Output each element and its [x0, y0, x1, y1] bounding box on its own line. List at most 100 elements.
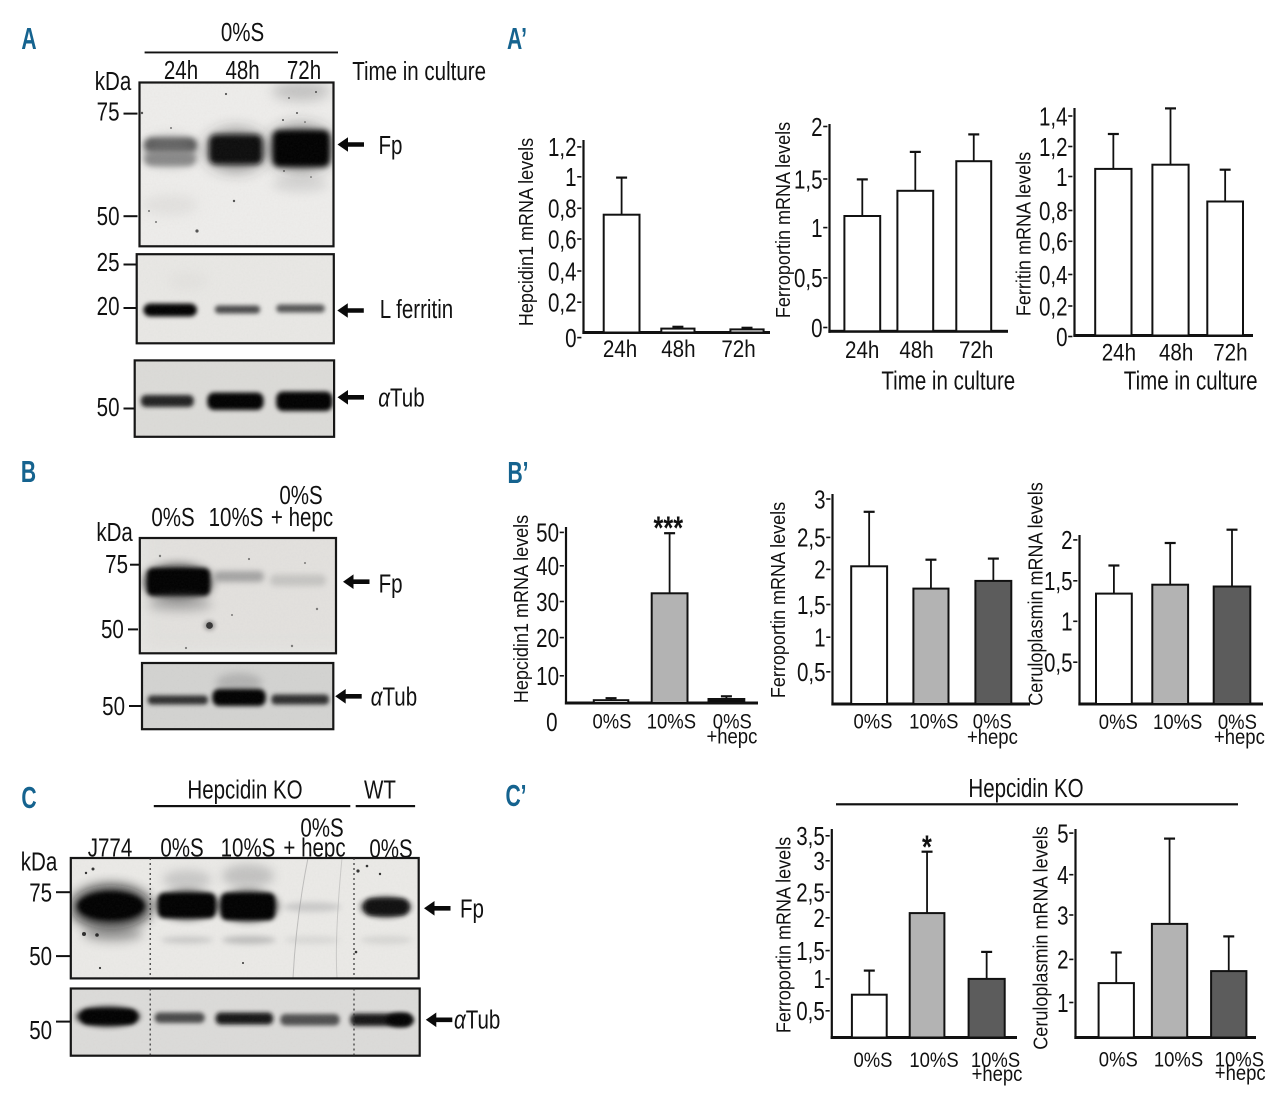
svg-text:1,5: 1,5 [796, 937, 825, 966]
svg-text:Ceruloplasmin mRNA levels: Ceruloplasmin mRNA levels [1031, 826, 1053, 1049]
svg-text:24h: 24h [603, 335, 637, 362]
svg-text:0%S: 0%S [1099, 711, 1138, 734]
svg-text:75: 75 [105, 550, 128, 579]
svg-text:+hepc: +hepc [706, 725, 757, 748]
svg-text:Ferroportin mRNA levels: Ferroportin mRNA levels [774, 837, 796, 1033]
svg-text:+hepc: +hepc [967, 726, 1018, 749]
svg-text:Time in culture: Time in culture [881, 366, 1015, 395]
svg-text:10%S: 10%S [647, 710, 696, 733]
svg-text:0%S: 0%S [151, 503, 194, 532]
svg-text:0%S: 0%S [853, 1049, 892, 1072]
svg-text:0,8: 0,8 [1039, 196, 1068, 225]
svg-text:WT: WT [364, 775, 396, 804]
svg-text:10%S: 10%S [909, 1049, 958, 1072]
svg-text:C’: C’ [505, 778, 526, 813]
svg-text:0%S: 0%S [973, 710, 1012, 733]
svg-text:0,6: 0,6 [1039, 227, 1068, 256]
svg-text:Hepcidin1 mRNA levels: Hepcidin1 mRNA levels [516, 138, 538, 326]
svg-text:0,5: 0,5 [794, 264, 823, 293]
svg-text:+hepc: +hepc [1215, 1062, 1266, 1085]
svg-text:Time in culture: Time in culture [352, 57, 486, 86]
svg-text:2: 2 [1057, 945, 1068, 974]
svg-text:50: 50 [97, 393, 120, 422]
svg-text:72h: 72h [721, 335, 755, 362]
svg-text:10%S: 10%S [209, 503, 264, 532]
svg-text:1: 1 [1057, 988, 1068, 1017]
svg-text:2: 2 [1061, 526, 1072, 555]
svg-text:2,5: 2,5 [797, 523, 826, 552]
svg-text:30: 30 [536, 587, 559, 616]
svg-text:0%S: 0%S [713, 710, 752, 733]
svg-text:4: 4 [1057, 861, 1068, 890]
svg-text:10%S: 10%S [1215, 1049, 1264, 1072]
svg-text:1,2: 1,2 [548, 133, 577, 162]
svg-text:75: 75 [29, 878, 52, 907]
svg-text:2,5: 2,5 [796, 878, 825, 907]
svg-text:0%S: 0%S [592, 710, 631, 733]
svg-text:1,5: 1,5 [794, 165, 823, 194]
svg-text:Fp: Fp [460, 894, 484, 923]
svg-text:Ferroportin mRNA levels: Ferroportin mRNA levels [773, 122, 795, 318]
svg-text:1,5: 1,5 [1044, 567, 1073, 596]
svg-text:48h: 48h [1159, 339, 1193, 366]
svg-text:3: 3 [813, 847, 824, 876]
svg-text:24h: 24h [1102, 339, 1136, 366]
svg-text:1: 1 [1061, 607, 1072, 636]
svg-text:40: 40 [536, 552, 559, 581]
svg-text:5: 5 [1057, 819, 1068, 848]
svg-text:20: 20 [536, 624, 559, 653]
svg-text:72h: 72h [959, 336, 993, 363]
svg-text:75: 75 [97, 97, 120, 126]
svg-text:+hepc: +hepc [972, 1063, 1023, 1086]
svg-text:kDa: kDa [21, 847, 58, 876]
svg-text:0: 0 [1056, 322, 1067, 351]
svg-text:1: 1 [813, 965, 824, 994]
svg-text:20: 20 [97, 292, 120, 321]
svg-text:0,6: 0,6 [548, 225, 577, 254]
svg-text:+ hepc: + hepc [271, 503, 333, 532]
svg-text:Hepcidin KO: Hepcidin KO [187, 775, 302, 804]
svg-text:0%S: 0%S [300, 813, 343, 842]
svg-text:1: 1 [565, 163, 576, 192]
svg-text:0: 0 [811, 313, 822, 342]
svg-text:48h: 48h [899, 336, 933, 363]
svg-text:*: * [922, 830, 933, 866]
svg-text:0,8: 0,8 [548, 194, 577, 223]
svg-text:1,2: 1,2 [1039, 132, 1068, 161]
svg-text:50: 50 [102, 692, 125, 721]
svg-text:3: 3 [814, 485, 825, 514]
svg-text:B’: B’ [507, 455, 528, 490]
svg-text:0%S: 0%S [279, 481, 322, 510]
svg-text:+hepc: +hepc [1214, 726, 1265, 749]
svg-text:0%S: 0%S [221, 17, 264, 46]
svg-text:50: 50 [29, 942, 52, 971]
svg-text:3: 3 [1057, 901, 1068, 930]
svg-text:1: 1 [814, 623, 825, 652]
svg-text:24h: 24h [164, 56, 198, 85]
svg-text:25: 25 [97, 248, 120, 277]
svg-text:10%S: 10%S [909, 710, 958, 733]
svg-text:2: 2 [813, 904, 824, 933]
svg-text:B: B [21, 454, 36, 489]
svg-text:Hepcidin KO: Hepcidin KO [968, 774, 1083, 803]
svg-text:Hepcidin1 mRNA levels: Hepcidin1 mRNA levels [511, 515, 533, 703]
svg-text:2: 2 [811, 112, 822, 141]
svg-text:48h: 48h [661, 335, 695, 362]
svg-text:0,5: 0,5 [796, 997, 825, 1026]
svg-text:72h: 72h [287, 56, 321, 85]
svg-text:0%S: 0%S [853, 710, 892, 733]
svg-text:10%S: 10%S [971, 1049, 1020, 1072]
svg-text:0,2: 0,2 [548, 288, 577, 317]
svg-text:1,4: 1,4 [1039, 102, 1068, 131]
svg-text:0,5: 0,5 [797, 658, 826, 687]
svg-text:24h: 24h [845, 336, 879, 363]
svg-text:Ceruloplasmin mRNA levels: Ceruloplasmin mRNA levels [1026, 482, 1048, 705]
svg-text:αTub: αTub [378, 383, 424, 412]
svg-text:10: 10 [536, 662, 559, 691]
svg-text:48h: 48h [225, 56, 259, 85]
svg-text:0,2: 0,2 [1039, 292, 1068, 321]
svg-text:10%S: 10%S [1154, 1049, 1203, 1072]
svg-text:Time in culture: Time in culture [1124, 366, 1258, 395]
svg-text:1: 1 [811, 214, 822, 243]
svg-text:Ferroportin mRNA levels: Ferroportin mRNA levels [768, 502, 790, 698]
